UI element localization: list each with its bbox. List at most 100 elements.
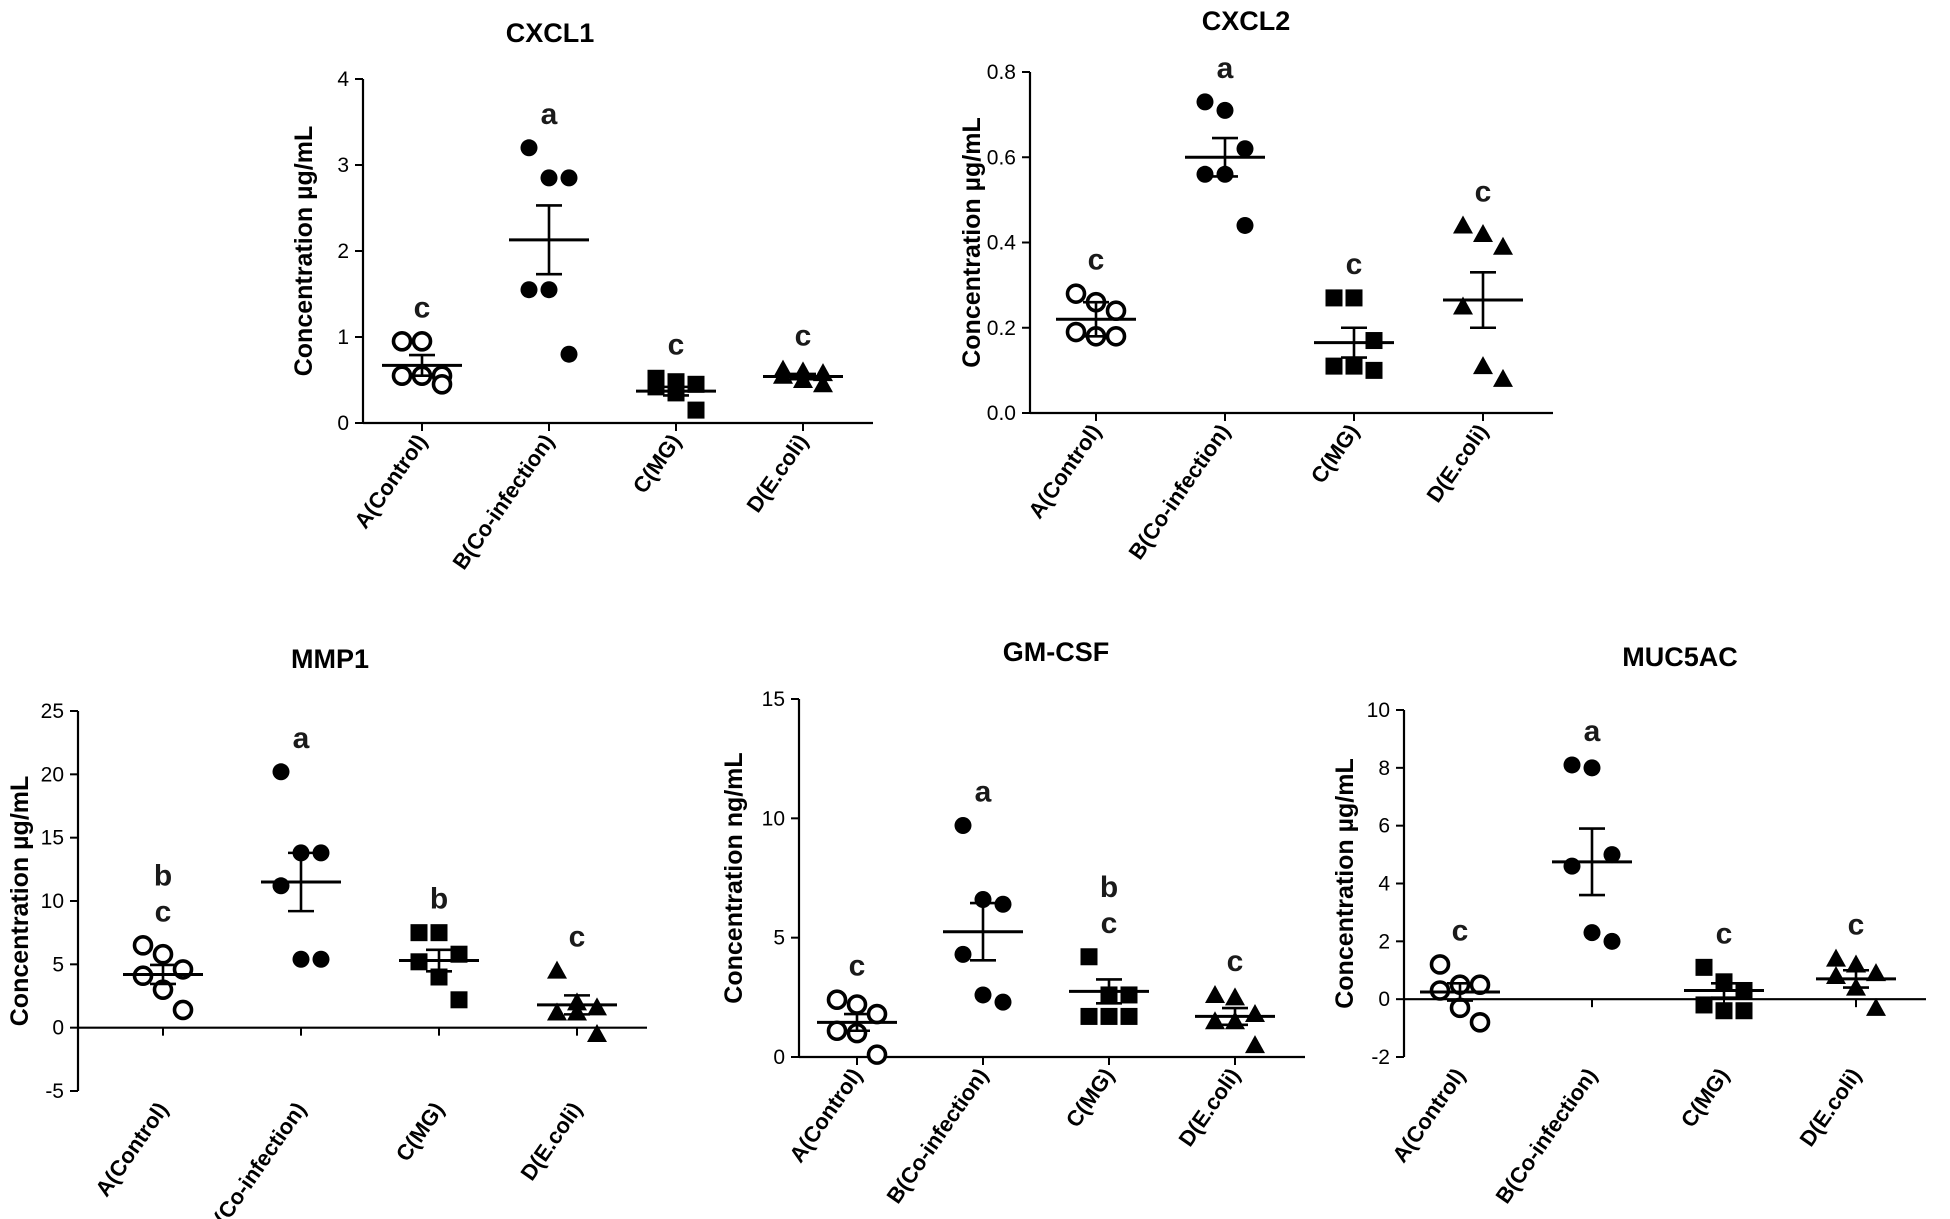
data-point bbox=[391, 330, 413, 352]
data-point bbox=[1080, 1007, 1098, 1025]
data-point bbox=[272, 763, 290, 781]
y-tick-label: 0.2 bbox=[987, 317, 1016, 340]
category-label: A(Control) bbox=[784, 1064, 867, 1167]
data-point bbox=[312, 844, 330, 862]
significance-letter: b bbox=[430, 883, 448, 916]
series-c-mg: c bbox=[1684, 917, 1764, 1020]
y-tick-label: 0.6 bbox=[987, 146, 1016, 169]
category-label: C(MG) bbox=[1306, 420, 1364, 488]
data-point bbox=[560, 169, 578, 187]
y-tick-label: 0 bbox=[773, 1046, 785, 1069]
category-label: D(E.coli) bbox=[515, 1098, 587, 1185]
data-point bbox=[1105, 300, 1127, 322]
significance-letter: c bbox=[1475, 175, 1492, 208]
series-b-co-infection: a bbox=[943, 775, 1023, 1011]
category-label: D(E.coli) bbox=[741, 430, 813, 517]
series-a-control: c bbox=[1420, 914, 1500, 1033]
data-point bbox=[152, 943, 174, 965]
data-point bbox=[826, 989, 848, 1011]
data-point bbox=[520, 281, 538, 299]
y-tick-label: 1 bbox=[337, 326, 349, 349]
y-axis-label: Concentration ng/mL bbox=[720, 752, 748, 1003]
data-point bbox=[1365, 361, 1383, 379]
data-point bbox=[1120, 1007, 1138, 1025]
data-point bbox=[1866, 963, 1886, 982]
category-label: B(Co-infection) bbox=[1490, 1064, 1602, 1208]
chart-title: MMP1 bbox=[291, 644, 369, 674]
category-label: C(MG) bbox=[628, 430, 686, 498]
category-label: A(Control) bbox=[1387, 1064, 1470, 1167]
series-d-e-coli: c bbox=[1816, 909, 1896, 1016]
y-tick-label: -2 bbox=[1371, 1046, 1390, 1069]
data-point bbox=[430, 924, 448, 942]
significance-letter: b bbox=[154, 859, 172, 892]
chart-panel-cxcl1: CXCL1 Concentration µg/mL 0 1 2 3 4 A(Control) B… bbox=[290, 18, 873, 574]
series-c-mg: cb bbox=[1069, 871, 1149, 1025]
y-tick-label: 3 bbox=[337, 154, 349, 177]
data-point bbox=[1846, 954, 1866, 973]
data-point bbox=[994, 895, 1012, 913]
data-point bbox=[1493, 368, 1513, 387]
data-point bbox=[540, 169, 558, 187]
data-point bbox=[954, 816, 972, 834]
data-point bbox=[450, 991, 468, 1009]
data-point bbox=[1205, 1011, 1225, 1030]
data-point bbox=[687, 375, 705, 393]
data-point bbox=[1365, 332, 1383, 350]
y-tick-label: 0 bbox=[337, 412, 349, 435]
category-label: C(MG) bbox=[1061, 1064, 1119, 1132]
y-tick-label: 15 bbox=[41, 827, 64, 850]
y-axis-label: Concentration µg/mL bbox=[1331, 758, 1359, 1009]
y-axis-label: Concentration µg/mL bbox=[6, 776, 34, 1027]
data-point bbox=[1245, 1035, 1265, 1054]
data-point bbox=[1325, 357, 1343, 375]
chart-panel-mmp1: MMP1 Concentration µg/mL -5 0 5 10 15 20 25 A(Con… bbox=[6, 644, 647, 1219]
y-tick-label: 5 bbox=[773, 927, 785, 950]
data-point bbox=[1603, 932, 1621, 950]
data-point bbox=[587, 997, 607, 1016]
data-point bbox=[1105, 325, 1127, 347]
y-tick-label: 2 bbox=[1378, 930, 1390, 953]
data-point bbox=[430, 968, 448, 986]
y-tick-label: 5 bbox=[52, 953, 64, 976]
series-b-co-infection: a bbox=[1185, 52, 1265, 234]
y-tick-label: 0.4 bbox=[987, 232, 1017, 255]
series-d-e-coli: c bbox=[537, 921, 617, 1042]
data-point bbox=[846, 994, 868, 1015]
data-point bbox=[1225, 987, 1245, 1006]
data-point bbox=[587, 1024, 607, 1042]
data-point bbox=[1429, 954, 1451, 975]
data-point bbox=[1583, 924, 1601, 942]
chart-title: GM-CSF bbox=[1003, 637, 1109, 667]
category-label: B(Co-infection) bbox=[199, 1098, 311, 1219]
significance-letter: a bbox=[1584, 715, 1601, 748]
significance-letter: c bbox=[668, 328, 685, 361]
chart-panel-gm-csf: GM-CSF Concentration ng/mL 0 5 10 15 A(Control… bbox=[720, 637, 1305, 1208]
significance-letter: c bbox=[155, 895, 172, 928]
series-a-control: c bbox=[382, 291, 462, 395]
chart-panel-muc5ac: MUC5AC Concentration µg/mL -2 0 2 4 6 8 10 A(Cont… bbox=[1331, 642, 1926, 1208]
chart-title: MUC5AC bbox=[1622, 642, 1738, 672]
significance-letter: c bbox=[1848, 909, 1865, 942]
y-tick-label: 0 bbox=[1378, 988, 1390, 1011]
data-point bbox=[431, 373, 453, 395]
data-point bbox=[773, 365, 793, 384]
data-point bbox=[1205, 984, 1225, 1003]
y-tick-label: 6 bbox=[1378, 815, 1390, 838]
data-point bbox=[1345, 289, 1363, 307]
significance-letter: c bbox=[1227, 945, 1244, 978]
data-point bbox=[1563, 857, 1581, 875]
series-d-e-coli: c bbox=[1443, 175, 1523, 387]
data-point bbox=[1826, 948, 1846, 967]
series-a-control: c bbox=[1056, 244, 1136, 347]
y-axis-label: Concentration µg/mL bbox=[290, 126, 318, 377]
data-point bbox=[813, 374, 833, 393]
significance-letter: c bbox=[849, 950, 866, 983]
data-point bbox=[1345, 357, 1363, 375]
y-tick-label: 10 bbox=[762, 807, 785, 830]
category-label: C(MG) bbox=[1676, 1064, 1734, 1132]
data-point bbox=[391, 365, 413, 387]
y-tick-label: 0.8 bbox=[987, 61, 1016, 84]
